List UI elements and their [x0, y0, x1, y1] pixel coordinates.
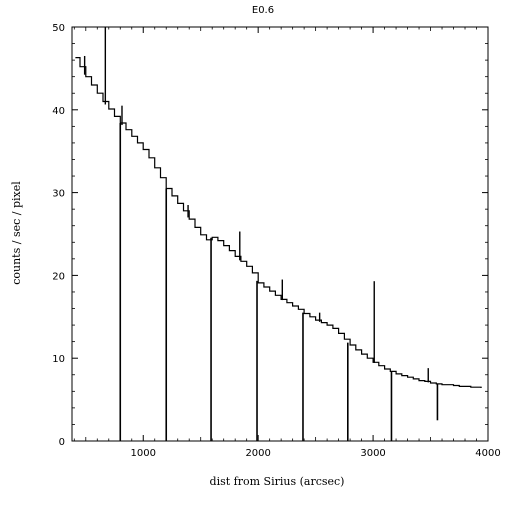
axis-ticks: [72, 26, 489, 442]
y-tick-label: 20: [52, 271, 65, 282]
tick-labels: 1000 2000 3000 4000 0 10 20 30 40 50: [52, 23, 500, 459]
y-tick-label: 30: [52, 189, 65, 200]
y-tick-label: 0: [59, 437, 65, 448]
y-tick-label: 10: [52, 354, 65, 365]
series-line: [75, 57, 482, 388]
y-axis-title: counts / sec / pixel: [10, 181, 23, 285]
x-tick-label: 1000: [131, 448, 156, 459]
chart-title: E0.6: [252, 5, 274, 16]
plot-frame: [71, 26, 489, 442]
series-group: [75, 57, 482, 388]
x-tick-label: 2000: [245, 448, 270, 459]
plot-border: [71, 26, 489, 442]
x-axis-title: dist from Sirius (arcsec): [210, 475, 345, 488]
x-tick-label: 3000: [360, 448, 385, 459]
spike-marks: [83, 27, 439, 441]
y-tick-label: 40: [52, 106, 65, 117]
x-tick-label: 4000: [475, 448, 500, 459]
y-tick-label: 50: [52, 23, 65, 34]
